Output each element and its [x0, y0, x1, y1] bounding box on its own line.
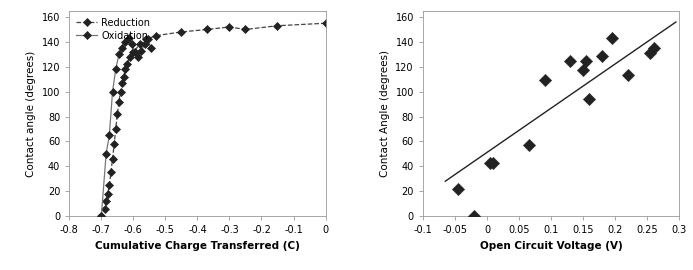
- Reduction: [142, 38, 150, 41]
- Reduction: [120, 75, 128, 78]
- Point: [581, 58, 592, 63]
- Reduction: [113, 112, 121, 116]
- Reduction: [126, 55, 134, 58]
- Oxidation: [134, 55, 142, 58]
- Reduction: [100, 207, 109, 210]
- Reduction: [112, 127, 120, 131]
- Oxidation: [131, 50, 139, 53]
- Reduction: [322, 22, 330, 25]
- Y-axis label: Contact Angle (degrees): Contact Angle (degrees): [380, 50, 390, 177]
- Oxidation: [128, 43, 136, 46]
- Reduction: [177, 30, 186, 33]
- Oxidation: [141, 43, 149, 46]
- Point: [488, 160, 499, 165]
- Reduction: [225, 25, 234, 29]
- Oxidation: [102, 152, 110, 156]
- Reduction: [97, 214, 105, 218]
- Reduction: [102, 200, 110, 203]
- X-axis label: Open Circuit Voltage (V): Open Circuit Voltage (V): [480, 241, 622, 251]
- Reduction: [108, 157, 116, 160]
- Oxidation: [121, 40, 130, 43]
- Reduction: [110, 142, 119, 146]
- Point: [523, 143, 534, 147]
- Legend: Reduction, Oxidation: Reduction, Oxidation: [74, 16, 152, 42]
- Oxidation: [137, 49, 146, 52]
- Y-axis label: Contact angle (degrees): Contact angle (degrees): [26, 50, 36, 177]
- Point: [644, 51, 656, 55]
- X-axis label: Cumulative Charge Transferred (C): Cumulative Charge Transferred (C): [95, 241, 300, 251]
- Point: [606, 36, 617, 40]
- Reduction: [123, 63, 131, 66]
- Reduction: [203, 28, 211, 31]
- Reduction: [116, 90, 125, 93]
- Point: [453, 187, 464, 191]
- Reduction: [129, 50, 137, 53]
- Oxidation: [105, 134, 114, 137]
- Oxidation: [125, 36, 133, 40]
- Oxidation: [108, 90, 116, 93]
- Reduction: [103, 192, 112, 195]
- Point: [597, 53, 608, 58]
- Reduction: [136, 43, 144, 46]
- Line: Reduction: Reduction: [98, 21, 328, 219]
- Oxidation: [147, 46, 155, 50]
- Reduction: [105, 183, 114, 187]
- Point: [648, 46, 659, 50]
- Reduction: [121, 68, 130, 71]
- Reduction: [118, 81, 126, 85]
- Oxidation: [112, 68, 120, 71]
- Reduction: [241, 28, 249, 31]
- Point: [484, 160, 495, 165]
- Point: [468, 214, 480, 218]
- Line: Oxidation: Oxidation: [98, 35, 154, 219]
- Point: [622, 73, 633, 78]
- Oxidation: [143, 38, 152, 41]
- Point: [539, 78, 550, 83]
- Oxidation: [118, 46, 126, 50]
- Point: [577, 68, 588, 73]
- Point: [565, 58, 576, 63]
- Oxidation: [97, 214, 105, 218]
- Oxidation: [115, 53, 123, 56]
- Reduction: [115, 100, 123, 103]
- Point: [584, 97, 595, 101]
- Reduction: [273, 24, 281, 27]
- Reduction: [107, 171, 115, 174]
- Reduction: [152, 34, 160, 37]
